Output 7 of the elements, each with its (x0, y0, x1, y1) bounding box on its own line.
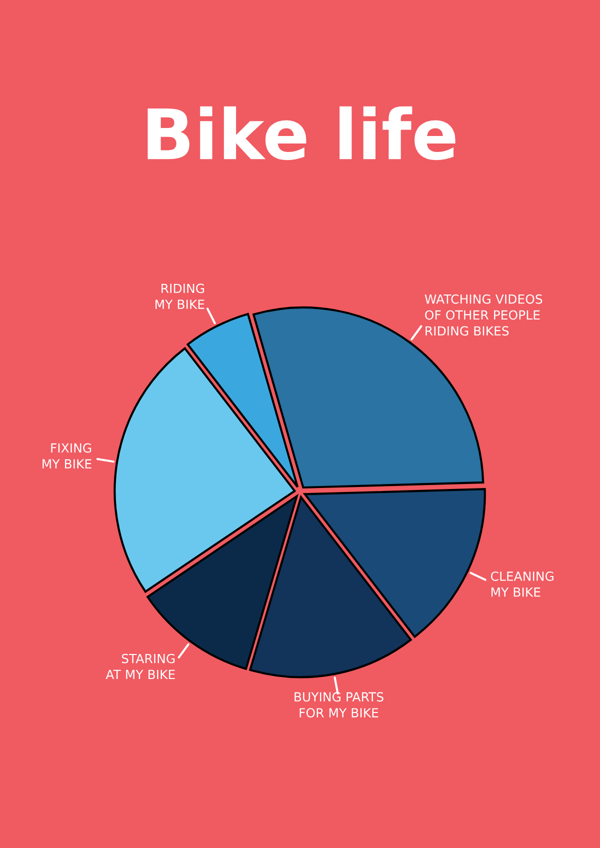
slice-label: BUYING PARTS FOR MY BIKE (294, 692, 384, 718)
chart-title: Bike life (148, 106, 456, 160)
slice-label: STARING AT MY BIKE (106, 654, 175, 679)
slice-label: FIXING MY BIKE (42, 443, 92, 468)
slice-label: WATCHING VIDEOS OF OTHER PEOPLE RIDING BIKES (424, 294, 542, 336)
slice-label: CLEANING MY BIKE (490, 571, 554, 597)
slice-label: RIDING MY BIKE (156, 284, 204, 309)
